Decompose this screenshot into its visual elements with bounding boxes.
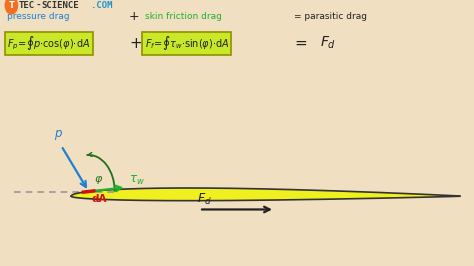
Text: = parasitic drag: = parasitic drag [294,12,367,21]
Text: TEC: TEC [19,1,35,10]
Text: $F_p\!=\!\oint p{\cdot}\cos(\varphi){\cdot}\mathrm{d}A$: $F_p\!=\!\oint p{\cdot}\cos(\varphi){\cd… [7,34,91,52]
Text: -: - [36,1,40,10]
Text: +: + [129,10,139,23]
Text: +: + [129,36,142,51]
Text: $p$: $p$ [55,128,64,142]
Text: $F_f\!=\!\oint \tau_w{\cdot}\sin(\varphi){\cdot}\mathrm{d}A$: $F_f\!=\!\oint \tau_w{\cdot}\sin(\varphi… [145,34,229,52]
Text: $\varphi$: $\varphi$ [94,174,103,186]
Text: .COM: .COM [91,1,113,10]
Text: $F_d$: $F_d$ [197,192,211,207]
Text: =: = [294,36,307,51]
Text: dA: dA [92,193,108,203]
Circle shape [5,0,18,14]
Text: $\tau_w$: $\tau_w$ [129,173,145,187]
Text: T: T [9,1,14,10]
Text: SCIENCE: SCIENCE [42,1,79,10]
Polygon shape [71,188,460,201]
Text: $F_d$: $F_d$ [320,35,336,51]
Text: skin friction drag: skin friction drag [145,12,221,21]
Text: pressure drag: pressure drag [7,12,70,21]
